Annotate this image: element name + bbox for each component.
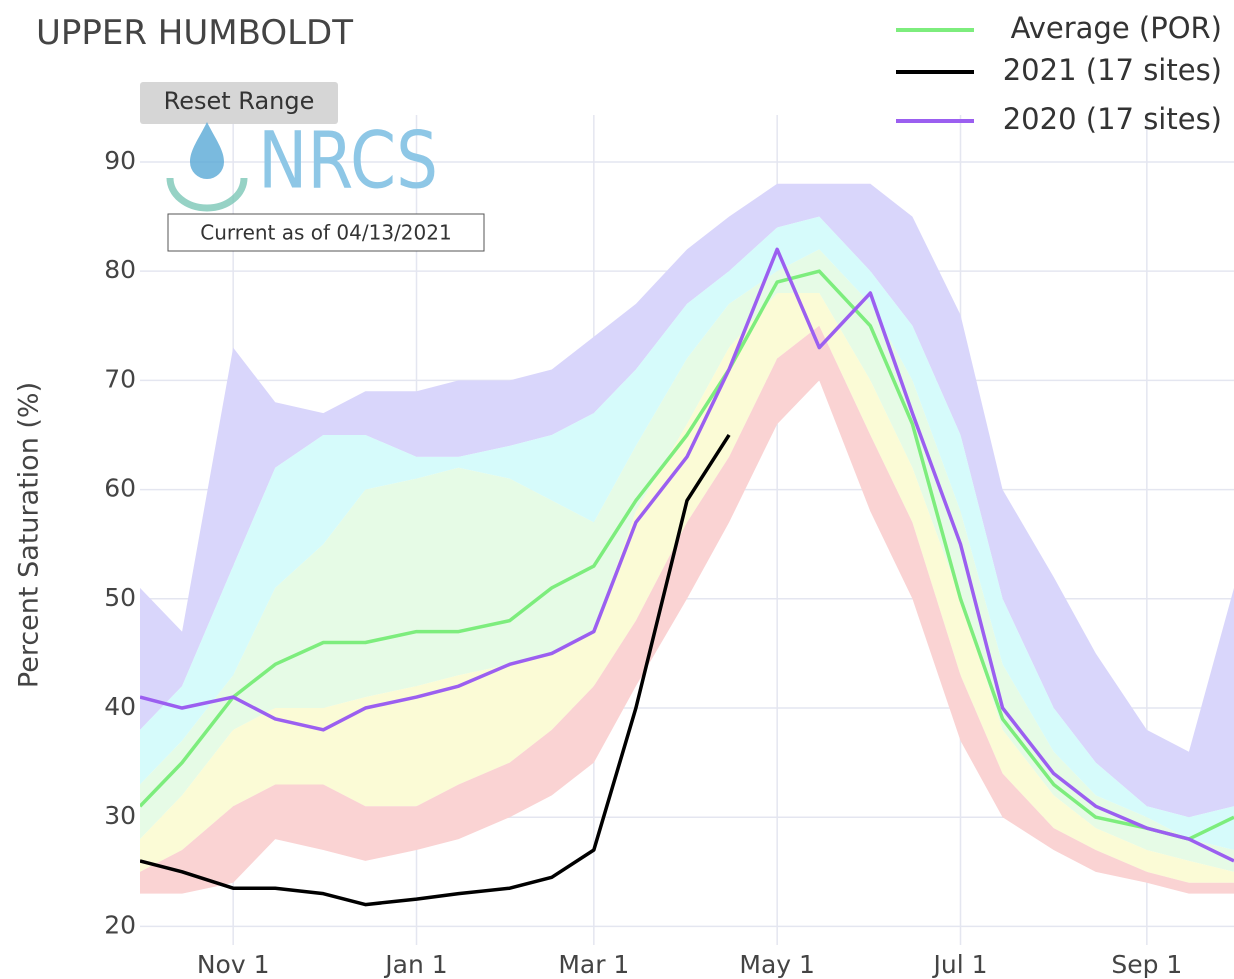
x-tick-label: Nov 1 [197,950,270,979]
legend-label: Average (POR) [1011,11,1222,45]
logo [166,122,248,212]
x-tick-label: Sep 1 [1111,950,1182,979]
y-tick-label: 80 [104,255,136,284]
series-line [140,269,1234,841]
percentile-band [140,216,1234,850]
x-tick-label: Mar 1 [558,950,629,979]
lines [140,247,1234,907]
reset-button-label[interactable]: Reset Range [164,87,315,115]
percentile-band [140,293,1234,883]
title-box: DEPTH AVERAGED SOIL SATURATION IN UPPER … [36,0,706,53]
percentile-band [140,183,1234,818]
percentile-band [140,325,1234,894]
x-tick-label: Jan 1 [383,950,447,979]
y-tick-label: 90 [104,146,136,175]
y-tick-label: 50 [104,583,136,612]
series-line [140,247,1234,863]
legend-label: 2020 (17 sites) [1003,102,1222,136]
x-tick-label: Jul 1 [931,950,987,979]
y-tick-label: 60 [104,474,136,503]
bands [140,183,1234,894]
y-axis-label: Percent Saturation (%) [14,382,45,688]
percentile-band [140,249,1234,872]
chart-title: DEPTH AVERAGED SOIL SATURATION IN UPPER … [36,0,706,53]
legend: Average (POR) 2021 (17 sites) 2020 (17 sit… [896,11,1222,136]
x-tick-label: May 1 [739,950,815,979]
axes: 20 30 40 50 60 70 80 90 Nov 1 Jan 1 Mar 1 May 1 Jul … [104,146,1182,979]
y-tick-label: 20 [104,910,136,939]
reset-button[interactable] [140,82,338,124]
y-tick-label: 70 [104,364,136,393]
annotation: Current as of 04/13/2021 [200,221,451,245]
annotation-box [167,213,485,252]
y-tick-label: 30 [104,801,136,830]
y-tick-label: 40 [104,692,136,721]
series-line [140,434,731,907]
logo-text: NRCS [258,116,438,206]
legend-label: 2021 (17 sites) [1003,53,1222,87]
